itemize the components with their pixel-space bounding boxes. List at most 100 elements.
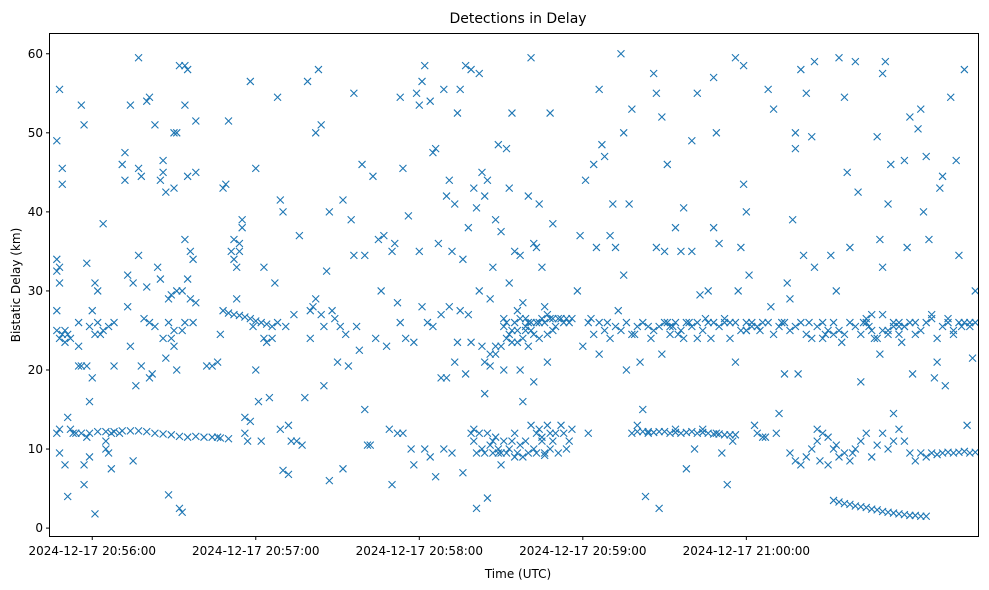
data-point (867, 453, 876, 461)
data-point (649, 69, 658, 78)
data-point (52, 306, 61, 315)
data-point (548, 437, 557, 446)
data-point (497, 227, 505, 236)
data-point (243, 437, 252, 446)
data-point (731, 53, 740, 62)
data-point (617, 49, 625, 58)
data-point (900, 437, 909, 446)
data-point (480, 192, 489, 200)
data-point (627, 105, 636, 113)
data-point (518, 453, 527, 461)
data-point (475, 287, 484, 295)
data-point (786, 294, 794, 303)
data-point (791, 457, 800, 465)
data-point (472, 504, 481, 513)
data-point (518, 334, 527, 343)
data-point (955, 318, 963, 327)
data-point (516, 314, 525, 323)
data-point (878, 429, 887, 438)
data-point (739, 61, 748, 70)
data-point (914, 124, 922, 133)
data-point (483, 494, 492, 502)
data-point (459, 468, 467, 477)
data-point (546, 429, 555, 438)
data-point (709, 223, 718, 232)
data-point (971, 287, 980, 295)
data-point (415, 101, 424, 110)
data-point (349, 251, 358, 260)
data-point (508, 109, 516, 117)
data-point (949, 326, 958, 335)
data-point (502, 318, 511, 327)
data-point (878, 69, 887, 78)
data-point (189, 318, 197, 327)
data-point (548, 326, 557, 335)
data-point (516, 251, 525, 260)
data-point (497, 460, 505, 469)
data-point (532, 429, 541, 438)
data-point (971, 318, 980, 327)
data-point (761, 433, 770, 442)
data-point (82, 433, 91, 442)
data-point (532, 243, 541, 252)
data-point (52, 267, 61, 276)
y-tick-label: 20 (28, 363, 43, 377)
data-point (129, 457, 138, 465)
data-point (535, 425, 544, 434)
data-point (905, 511, 914, 520)
data-point (77, 101, 86, 110)
data-point (450, 358, 459, 366)
data-point (873, 334, 882, 343)
data-point (429, 148, 437, 157)
data-point (720, 318, 729, 327)
data-point (121, 148, 129, 157)
data-point (510, 247, 519, 256)
data-point (791, 322, 800, 331)
data-point (262, 338, 271, 347)
data-point (529, 377, 538, 386)
data-point (737, 326, 745, 335)
data-point (557, 314, 565, 323)
data-point (543, 358, 552, 366)
data-point (134, 164, 143, 173)
data-point (159, 168, 167, 177)
data-point (99, 219, 108, 228)
data-point (91, 509, 99, 518)
data-point (284, 470, 293, 479)
data-point (679, 334, 688, 343)
data-point (758, 433, 767, 442)
data-point (829, 318, 838, 327)
x-tick-label: 2024-12-17 21:00:00 (683, 544, 810, 558)
data-point (167, 334, 176, 343)
data-point (867, 326, 876, 335)
data-point (483, 176, 492, 185)
data-point (450, 200, 459, 208)
data-point (85, 429, 94, 438)
data-point (224, 434, 233, 443)
data-point (941, 381, 950, 390)
data-point (840, 330, 849, 339)
data-point (777, 318, 786, 327)
data-point (529, 330, 538, 339)
data-point (265, 393, 274, 402)
data-point (693, 318, 702, 327)
data-point (649, 326, 658, 335)
data-point (502, 449, 511, 457)
data-point (508, 437, 516, 446)
data-point (638, 405, 647, 414)
data-point (251, 366, 260, 374)
data-point (837, 338, 846, 347)
data-point (633, 427, 642, 436)
data-point (540, 302, 549, 311)
data-point (379, 231, 388, 240)
data-point (175, 504, 184, 513)
data-point (611, 322, 620, 331)
data-point (314, 65, 323, 74)
data-point (439, 445, 448, 453)
data-point (352, 322, 361, 331)
data-point (66, 425, 75, 434)
data-point (325, 476, 334, 485)
data-point (527, 318, 535, 327)
x-axis-label: Time (UTC) (484, 567, 551, 581)
data-point (339, 464, 347, 473)
